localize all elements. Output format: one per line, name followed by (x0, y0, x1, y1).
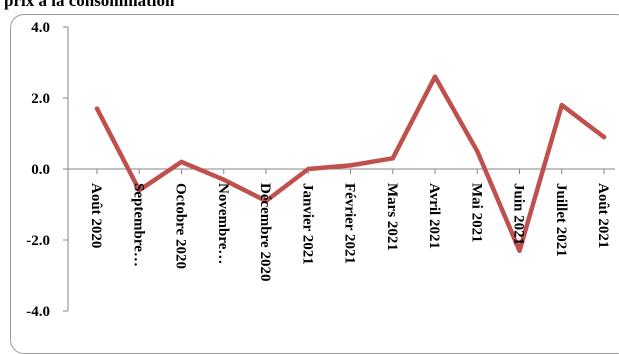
x-tick-label: Juin 2021 (511, 183, 527, 245)
line-chart: 4.0 2.0 0.0 -2.0 -4.0 Août 2020 Septembre… Oct… (26, 20, 615, 320)
data-point (601, 134, 607, 140)
data-point (348, 163, 353, 168)
data-point (94, 106, 100, 111)
x-tick-label: Décembre 2020 (257, 183, 273, 281)
x-tick-label: Avril 2021 (426, 183, 442, 249)
data-point (517, 248, 522, 253)
chart-title: prix à la consommation (4, 0, 175, 10)
x-tick-label: Août 2021 (595, 183, 611, 248)
chart-axes (67, 27, 615, 311)
data-point (263, 198, 269, 204)
x-tick-label: Octobre 2020 (173, 183, 189, 269)
y-axis-ticks: 4.0 2.0 0.0 -2.0 -4.0 (26, 20, 68, 320)
data-point (559, 102, 564, 108)
x-tick-label: Novembre… (215, 183, 231, 264)
data-point (179, 159, 184, 165)
y-tick-label: 2.0 (31, 91, 50, 107)
data-point (390, 156, 395, 161)
x-tick-label: Août 2020 (88, 183, 104, 248)
data-point (221, 177, 226, 182)
x-tick-label: Septembre… (130, 183, 146, 267)
data-point (137, 188, 142, 193)
y-tick-label: -4.0 (26, 304, 50, 320)
data-point (475, 149, 480, 154)
series-layer (94, 74, 607, 253)
y-tick-label: 0.0 (31, 162, 50, 178)
x-tick-label: Mars 2021 (384, 183, 400, 251)
y-tick-label: 4.0 (31, 20, 50, 36)
x-tick-label: Mai 2021 (468, 183, 484, 243)
x-tick-label: Février 2021 (342, 183, 358, 264)
data-point (432, 74, 438, 79)
x-tick-label: Juillet 2021 (553, 183, 569, 257)
x-tick-label: Janvier 2021 (299, 183, 315, 265)
x-axis-ticks: Août 2020 Septembre… Octobre 2020 Novembre…… (88, 169, 611, 281)
y-tick-label: -2.0 (26, 233, 50, 249)
